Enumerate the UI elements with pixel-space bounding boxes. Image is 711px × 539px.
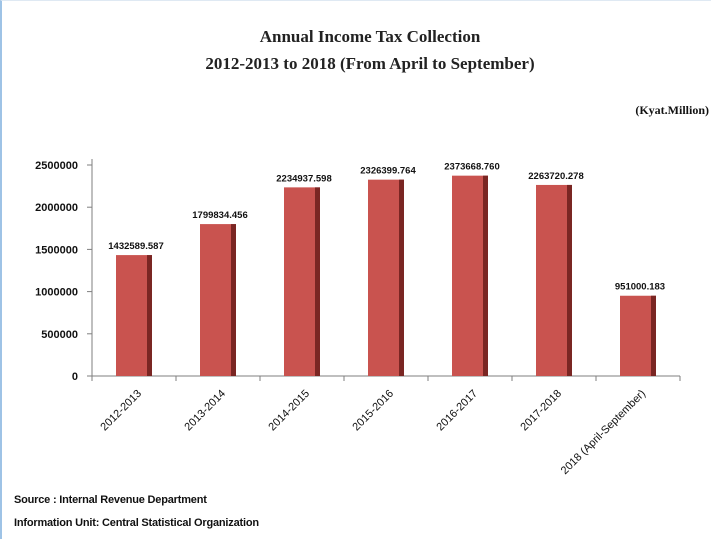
bar-shade [651, 295, 656, 376]
source-note: Source : Internal Revenue Department [14, 494, 207, 506]
bar [620, 295, 656, 376]
bar [536, 184, 572, 376]
chart-title: Annual Income Tax Collection [260, 27, 481, 46]
bar-shade [483, 175, 488, 376]
y-tick-label: 1000000 [35, 287, 78, 299]
bar-shade [231, 224, 236, 376]
x-tick-label: 2012-2013 [98, 388, 144, 434]
data-label: 951000.183 [615, 282, 665, 293]
x-tick-label: 2017-2018 [518, 388, 564, 434]
x-tick-label: 2015-2016 [350, 388, 396, 434]
bar [368, 179, 404, 376]
data-label: 2326399.764 [360, 166, 416, 177]
bar-shade [567, 184, 572, 376]
bar-shade [399, 179, 404, 376]
information-unit-note: Information Unit: Central Statistical Or… [14, 517, 259, 529]
x-tick-label: 2014-2015 [266, 388, 312, 434]
bar-shade [315, 187, 320, 376]
data-label: 1432589.587 [108, 241, 163, 252]
bar [116, 255, 152, 376]
data-label: 2373668.760 [444, 162, 499, 173]
y-tick-label: 1500000 [35, 244, 78, 256]
y-tick-label: 2500000 [35, 160, 78, 172]
bar [200, 224, 236, 376]
x-tick-label: 2016-2017 [434, 388, 480, 434]
x-tick-label: 2013-2014 [182, 388, 228, 434]
y-tick-label: 500000 [41, 329, 78, 341]
chart-subtitle: 2012-2013 to 2018 (From April to Septemb… [205, 54, 534, 73]
bar [452, 175, 488, 376]
y-tick-label: 0 [72, 371, 78, 383]
data-label: 1799834.456 [192, 210, 247, 221]
data-label: 2234937.598 [276, 173, 331, 184]
bar-shade [147, 255, 152, 376]
y-tick-label: 2000000 [35, 202, 78, 214]
bar [284, 187, 320, 376]
unit-label: (Kyat.Million) [635, 103, 709, 117]
x-tick-label: 2018 (April-September) [559, 388, 648, 477]
data-label: 2263720.278 [528, 171, 583, 182]
